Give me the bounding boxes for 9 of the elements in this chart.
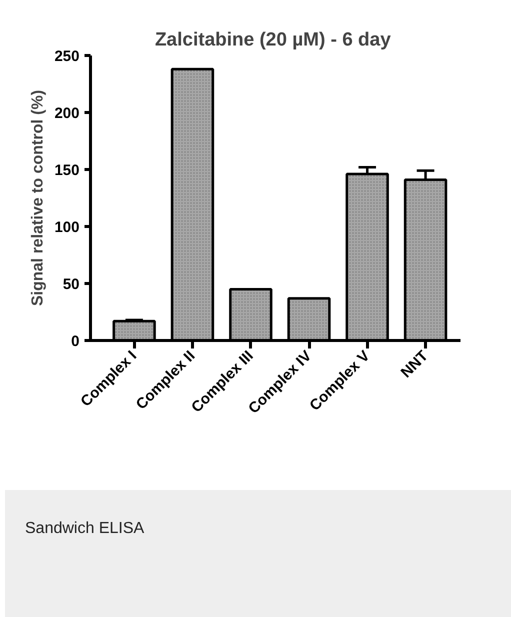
y-tick-label: 250 bbox=[54, 48, 80, 65]
y-tick-label: 150 bbox=[54, 162, 80, 179]
y-axis-title: Signal relative to control (%) bbox=[29, 90, 46, 306]
y-tick-label: 0 bbox=[71, 333, 80, 350]
y-tick-label: 50 bbox=[62, 276, 80, 293]
text: Sandwich ELISA bbox=[25, 519, 144, 539]
y-tick-label: 200 bbox=[54, 105, 80, 122]
y-tick-label: 100 bbox=[54, 219, 80, 236]
chart-title: Zalcitabine (20 µM) - 6 day bbox=[154, 30, 392, 50]
